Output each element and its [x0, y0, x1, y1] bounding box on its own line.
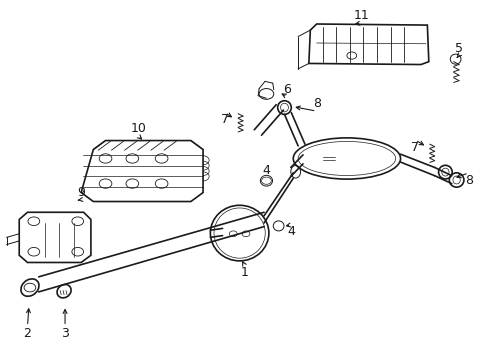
Text: 11: 11 [353, 9, 368, 22]
Text: 7: 7 [221, 113, 228, 126]
Text: 7: 7 [410, 140, 418, 153]
Text: 4: 4 [262, 164, 270, 177]
Text: 2: 2 [23, 327, 31, 340]
Text: 6: 6 [283, 83, 291, 96]
Text: 3: 3 [61, 327, 69, 340]
Text: 9: 9 [77, 186, 85, 199]
Text: 8: 8 [312, 98, 320, 111]
Text: 4: 4 [287, 225, 295, 238]
Text: 1: 1 [240, 266, 248, 279]
Text: 8: 8 [464, 174, 472, 186]
Text: 5: 5 [454, 41, 462, 54]
Text: 10: 10 [130, 122, 146, 135]
